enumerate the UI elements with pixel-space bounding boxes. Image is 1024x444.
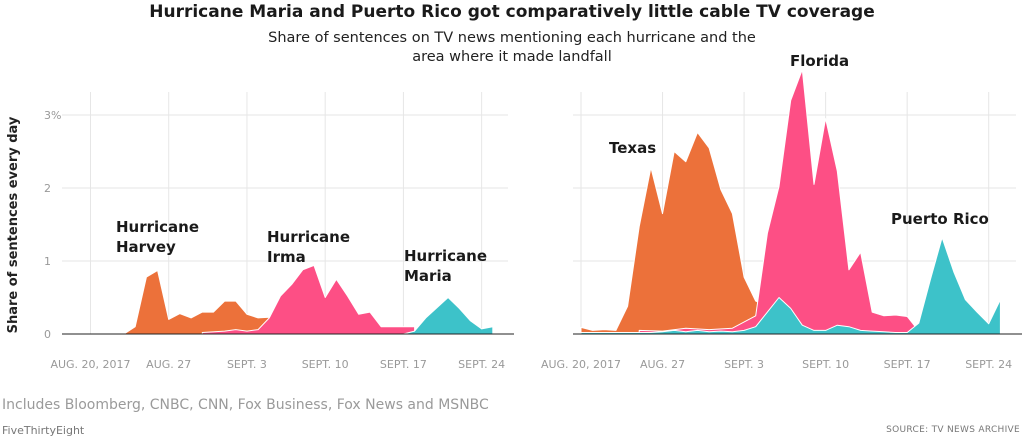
annotation-irma: Hurricane Irma bbox=[267, 228, 350, 266]
y-tick-label: 3% bbox=[44, 109, 61, 122]
x-tick-label: AUG. 20, 2017 bbox=[541, 358, 621, 371]
footnote: Includes Bloomberg, CNBC, CNN, Fox Busin… bbox=[2, 397, 489, 413]
x-tick-label: AUG. 20, 2017 bbox=[50, 358, 130, 371]
annotation-harvey: Texas bbox=[609, 139, 656, 157]
y-axis-label: Share of sentences every day bbox=[6, 116, 21, 333]
brand-label: FiveThirtyEight bbox=[2, 424, 84, 437]
annotation-irma: Florida bbox=[790, 52, 849, 70]
area-hurricane-harvey bbox=[91, 271, 281, 335]
y-tick-label: 2 bbox=[44, 182, 51, 195]
x-tick-label: SEPT. 24 bbox=[458, 358, 505, 371]
x-tick-label: SEPT. 17 bbox=[884, 358, 931, 371]
x-tick-label: SEPT. 24 bbox=[965, 358, 1012, 371]
annotation-harvey: Hurricane Harvey bbox=[116, 218, 199, 256]
annotation-maria: Hurricane Maria bbox=[404, 247, 487, 285]
y-tick-label: 0 bbox=[44, 328, 51, 341]
x-tick-label: SEPT. 10 bbox=[302, 358, 349, 371]
area-hurricane-maria bbox=[403, 298, 492, 335]
x-tick-label: SEPT. 17 bbox=[380, 358, 427, 371]
x-tick-label: SEPT. 3 bbox=[227, 358, 267, 371]
x-tick-label: SEPT. 10 bbox=[802, 358, 849, 371]
source-label: SOURCE: TV NEWS ARCHIVE bbox=[886, 425, 1020, 435]
annotation-maria: Puerto Rico bbox=[891, 210, 989, 228]
x-tick-label: AUG. 27 bbox=[146, 358, 191, 371]
x-tick-label: SEPT. 3 bbox=[724, 358, 764, 371]
y-tick-label: 1 bbox=[44, 255, 51, 268]
x-tick-label: AUG. 27 bbox=[640, 358, 685, 371]
area-texas bbox=[581, 133, 767, 335]
